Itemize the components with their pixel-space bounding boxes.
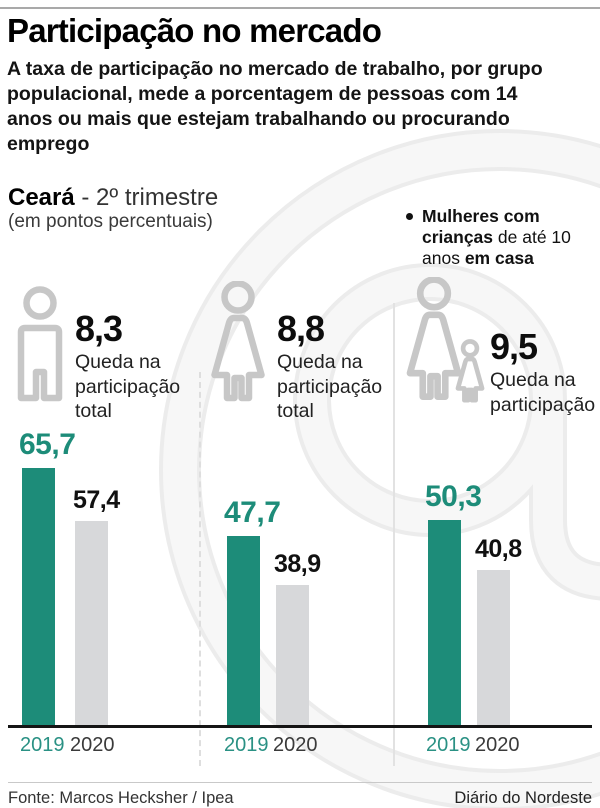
legend-text: Mulheres com crianças de até 10 anos em … (422, 206, 571, 268)
year-label-2019: 2019 (426, 734, 471, 756)
year-label-2019: 2019 (224, 734, 269, 756)
man-icon (13, 286, 67, 410)
year-label-2019: 2019 (20, 734, 65, 756)
bar-value-label: 57,4 (73, 486, 120, 514)
bar-2020 (276, 585, 309, 725)
bar-value-label: 40,8 (475, 535, 522, 563)
bar-chart: 65,7 57,4 47,7 38,9 50,3 40,8 (0, 428, 600, 728)
year-label-2020: 2020 (273, 734, 318, 756)
footer-credit: Diário do Nordeste (454, 789, 592, 807)
top-rule (0, 7, 600, 9)
year-label-2020: 2020 (70, 734, 115, 756)
bar-value-label: 38,9 (274, 550, 321, 578)
bar-value-label: 50,3 (425, 480, 482, 513)
legend-bullet-icon (406, 213, 413, 220)
section-title: Ceará - 2º trimestre (8, 184, 218, 212)
year-labels: 2019 2020 2019 2020 2019 2020 (0, 734, 600, 758)
girl-icon (451, 339, 488, 408)
page-subtitle: A taxa de participação no mercado de tra… (7, 58, 543, 155)
footer-rule (8, 782, 592, 783)
group-separator (199, 372, 201, 766)
stat-drop-label: Queda na participação total (75, 351, 181, 422)
page-title: Participação no mercado (7, 12, 382, 49)
section-period: - 2º trimestre (74, 184, 219, 211)
stat-drop-value: 8,3 (75, 308, 123, 349)
bar-value-label: 65,7 (19, 428, 76, 461)
group-separator (393, 303, 395, 766)
woman-icon-large (394, 277, 472, 410)
legend: Mulheres com crianças de até 10 anos em … (406, 206, 588, 269)
bar-2020 (477, 570, 510, 725)
section-unit-note: (em pontos percentuais) (8, 211, 213, 232)
stat-drop-label: Queda na participação total (277, 351, 383, 422)
bar-2019 (22, 468, 55, 725)
bar-2019 (227, 536, 260, 725)
bar-2020 (75, 521, 108, 725)
stat-drop-label: Queda na participação (490, 369, 596, 416)
axis-baseline (8, 725, 592, 728)
section-region: Ceará (8, 184, 75, 211)
stat-drop-value: 8,8 (277, 308, 325, 349)
year-label-2020: 2020 (475, 734, 520, 756)
bar-2019 (428, 520, 461, 725)
footer-source: Fonte: Marcos Hecksher / Ipea (8, 789, 234, 807)
woman-icon (201, 281, 273, 411)
bar-value-label: 47,7 (224, 496, 281, 529)
stat-drop-value: 9,5 (490, 326, 538, 367)
